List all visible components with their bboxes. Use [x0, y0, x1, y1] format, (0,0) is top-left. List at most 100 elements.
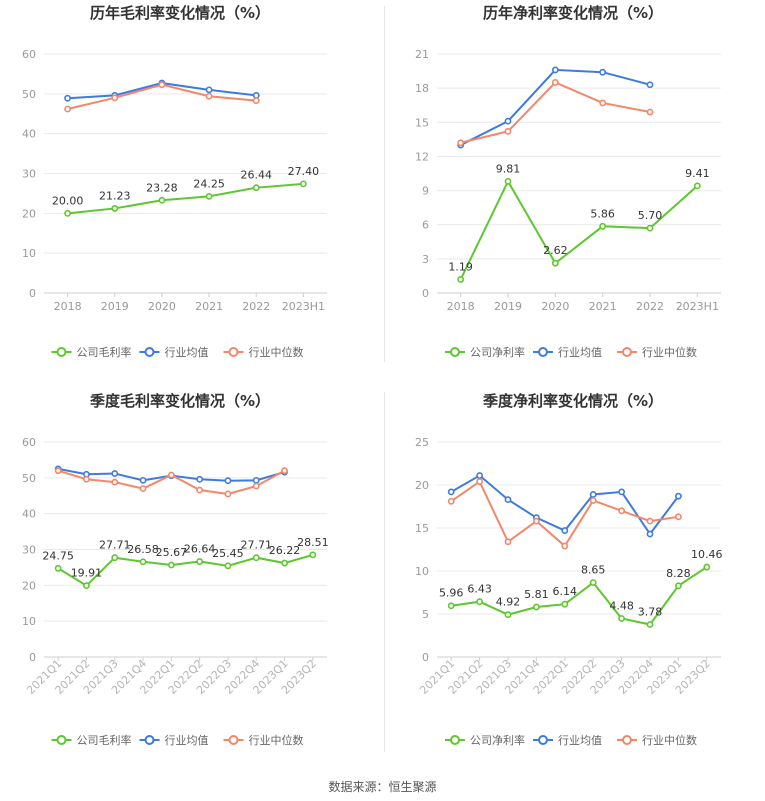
data-point — [64, 105, 71, 113]
data-point — [504, 611, 512, 619]
legend-label: 行业中位数 — [642, 345, 697, 359]
data-point — [589, 579, 597, 587]
data-label: 26.44 — [241, 169, 273, 182]
y-tick-label: 30 — [22, 168, 36, 181]
y-tick-label: 12 — [415, 150, 429, 163]
data-point — [476, 478, 483, 485]
data-point — [693, 182, 701, 190]
data-point — [252, 482, 260, 490]
data-point — [139, 476, 147, 484]
data-point — [447, 602, 455, 610]
data-point — [224, 562, 232, 570]
data-point — [447, 497, 455, 505]
data-label: 10.46 — [691, 548, 723, 561]
data-point — [111, 94, 119, 102]
y-tick-label: 20 — [22, 207, 36, 220]
data-point — [551, 66, 559, 74]
data-point — [111, 478, 119, 486]
data-point — [224, 490, 232, 498]
data-label: 25.67 — [156, 546, 188, 559]
data-label: 4.48 — [609, 599, 634, 612]
y-tick-label: 50 — [22, 472, 36, 485]
vertical-divider — [384, 6, 385, 362]
legend-swatch-marker — [450, 347, 460, 357]
legend-swatch-marker — [228, 735, 239, 745]
y-tick-label: 60 — [22, 436, 36, 449]
series-line-公司毛利率 — [67, 182, 304, 215]
data-point — [111, 554, 119, 562]
data-point — [561, 600, 569, 608]
data-point — [646, 81, 654, 89]
y-tick-label: 20 — [22, 579, 36, 592]
data-point — [139, 558, 147, 566]
data-point — [300, 180, 307, 188]
data-point — [64, 209, 71, 217]
data-point — [457, 139, 465, 147]
data-point — [158, 196, 166, 204]
data-point — [646, 224, 654, 232]
source-note: 数据来源：恒生聚源 — [328, 780, 437, 794]
legend-label: 行业中位数 — [249, 345, 304, 359]
data-label: 20.00 — [52, 194, 84, 207]
y-tick-label: 10 — [22, 247, 36, 260]
chart-title: 历年毛利率变化情况（%） — [90, 4, 270, 22]
data-point — [675, 492, 682, 500]
y-tick-label: 50 — [22, 88, 36, 101]
data-point — [504, 538, 512, 546]
data-point — [646, 530, 654, 538]
data-point — [476, 598, 483, 606]
series-line-公司毛利率 — [57, 553, 314, 587]
data-point — [83, 582, 90, 590]
legend: 公司毛利率 行业均值 行业中位数 — [51, 733, 304, 747]
data-label: 2.62 — [543, 244, 568, 257]
data-point — [457, 276, 465, 283]
data-point — [504, 496, 512, 504]
y-tick-label: 18 — [415, 82, 429, 95]
data-label: 27.40 — [288, 165, 320, 178]
legend-swatch-marker — [538, 735, 548, 745]
data-point — [646, 621, 654, 628]
data-point — [54, 564, 62, 572]
chart-panel-1: 历年毛利率变化情况（%） 0 10 20 30 40 50 60 2018 2019 2020 202… — [22, 4, 327, 359]
data-point — [196, 475, 204, 483]
vertical-divider — [384, 392, 385, 752]
data-label: 8.65 — [581, 564, 606, 577]
x-tick-label: 2019 — [101, 300, 129, 313]
legend-label: 行业中位数 — [642, 733, 697, 747]
legend-label: 公司净利率 — [470, 345, 525, 359]
data-point — [167, 561, 175, 569]
legend-label: 公司毛利率 — [77, 345, 132, 359]
data-point — [551, 79, 559, 86]
chart-panel-4: 季度净利率变化情况（%）05101520252021Q12021Q22021Q3… — [415, 392, 723, 747]
data-point — [158, 81, 166, 89]
data-point — [252, 554, 260, 562]
data-label: 8.28 — [666, 567, 691, 580]
data-label: 3.78 — [638, 605, 663, 618]
data-point — [504, 117, 512, 125]
legend-swatch-marker — [228, 347, 239, 357]
data-point — [504, 177, 512, 185]
data-point — [561, 542, 569, 550]
data-point — [551, 259, 559, 267]
data-point — [447, 488, 455, 496]
chart-title: 历年净利率变化情况（%） — [483, 4, 663, 22]
data-label: 5.86 — [590, 207, 615, 220]
data-point — [589, 497, 597, 504]
chart-title: 季度净利率变化情况（%） — [483, 392, 663, 410]
data-point — [599, 68, 607, 76]
y-tick-label: 0 — [29, 651, 36, 664]
x-tick-label: 2019 — [494, 300, 522, 313]
legend-swatch-marker — [450, 735, 460, 745]
legend: 公司毛利率 行业均值 行业中位数 — [51, 345, 304, 359]
data-point — [309, 551, 317, 559]
data-point — [252, 476, 260, 484]
data-point — [675, 582, 682, 590]
data-label: 6.14 — [553, 585, 578, 598]
data-point — [252, 97, 260, 105]
x-tick-label: 2021 — [589, 300, 617, 313]
chart-title: 季度毛利率变化情况（%） — [90, 392, 270, 410]
data-label: 4.92 — [496, 596, 521, 609]
y-tick-label: 0 — [422, 287, 429, 300]
x-tick-label: 2020 — [541, 300, 569, 313]
legend-label: 行业均值 — [558, 346, 602, 359]
